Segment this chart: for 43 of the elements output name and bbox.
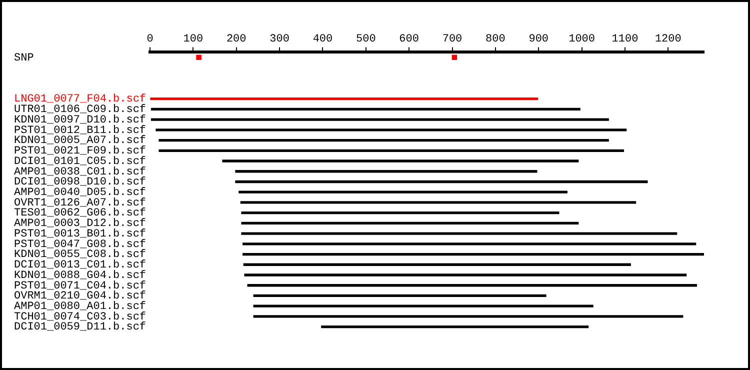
x-tick-label: 200 <box>226 34 246 46</box>
y-tick-label: PST01_0013_B01.b.scf <box>14 228 146 240</box>
bar <box>253 304 594 308</box>
bar <box>242 252 704 256</box>
x-tick-label: 1200 <box>654 34 682 46</box>
bar <box>253 294 546 298</box>
bar <box>321 325 589 328</box>
bar <box>247 284 697 287</box>
x-tick-label: 0 <box>146 34 154 46</box>
bar <box>150 108 580 111</box>
bar <box>158 149 624 152</box>
x-tick-label: 400 <box>312 34 333 46</box>
bar <box>241 211 560 214</box>
y-tick-label: DCI01_0101_C05.b.scf <box>14 156 146 168</box>
y-tick-label: DCI01_0059_D11.b.scf <box>14 322 146 334</box>
x-tick-label: 1100 <box>612 34 638 46</box>
x-tick-label: 500 <box>356 34 376 46</box>
y-tick-label: AMP01_0080_A01.b.scf <box>14 301 146 313</box>
bar <box>158 138 609 142</box>
bar <box>150 98 538 100</box>
bar <box>242 242 696 246</box>
bar <box>238 190 568 194</box>
x-tick-label: 300 <box>270 34 290 46</box>
bar <box>253 315 684 318</box>
x-tick-label: 700 <box>442 34 462 46</box>
x-tick-label: 900 <box>528 34 549 46</box>
x-tick-label: 1000 <box>568 34 596 46</box>
bar <box>243 263 631 266</box>
x-tick-label: 800 <box>486 34 506 46</box>
bar <box>235 170 538 173</box>
x-tick-label: 100 <box>183 34 204 46</box>
y-tick-label: KDN01_0097_D10.b.scf <box>14 114 146 126</box>
y-tick-label: SNP <box>14 52 34 64</box>
bar <box>222 160 579 162</box>
bar <box>241 232 678 235</box>
x-tick-label: 600 <box>399 34 419 46</box>
bar <box>240 201 636 204</box>
bar <box>235 180 648 184</box>
bar <box>244 274 687 276</box>
bar <box>241 222 579 225</box>
y-tick-label: KDN01_0088_G04.b.scf <box>14 270 146 282</box>
bar <box>150 118 609 121</box>
bar <box>156 128 627 132</box>
